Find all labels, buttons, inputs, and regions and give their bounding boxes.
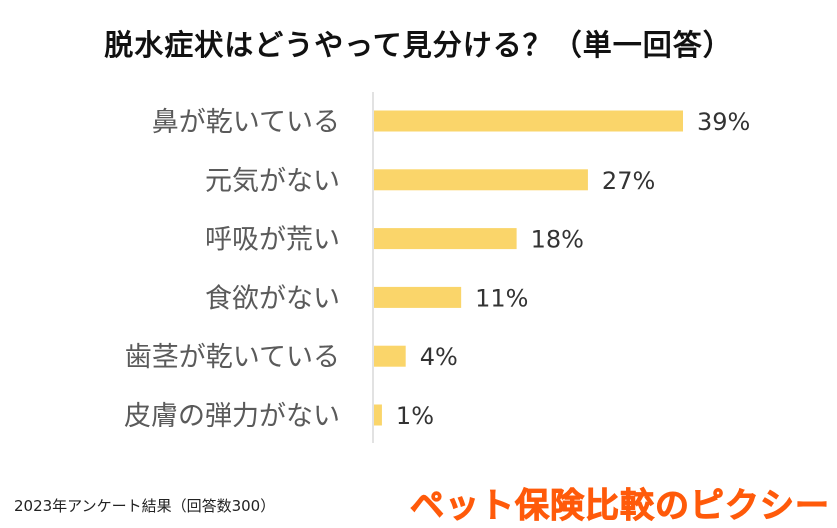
bar: [374, 228, 517, 250]
bar: [374, 345, 406, 367]
category-label: 鼻が乾いている: [152, 107, 340, 138]
bar: [374, 404, 382, 426]
chart-title: 脱水症状はどうやって見分ける？（単一回答）: [104, 28, 733, 62]
brand-logo: ペット保険比較のピクシー: [410, 486, 830, 527]
bar: [374, 286, 462, 308]
category-label: 食欲がない: [205, 283, 340, 314]
bar: [374, 169, 588, 191]
category-label: 歯茎が乾いている: [125, 342, 340, 373]
value-label: 1%: [396, 402, 434, 430]
value-label: 4%: [420, 343, 458, 371]
footnote: 2023年アンケート結果（回答数300）: [14, 497, 276, 515]
value-label: 27%: [602, 167, 655, 195]
value-label: 39%: [697, 108, 750, 136]
bars-group: 鼻が乾いている 39% 元気がない 27% 呼吸が荒い 18% 食欲がない 11% 歯茎が乾いて…: [124, 107, 750, 432]
value-label: 11%: [475, 284, 528, 312]
category-label: 呼吸が荒い: [205, 225, 340, 256]
category-label: 元気がない: [205, 166, 340, 197]
bar: [374, 110, 683, 132]
value-label: 18%: [531, 226, 584, 254]
category-label: 皮膚の弾力がない: [124, 401, 340, 432]
